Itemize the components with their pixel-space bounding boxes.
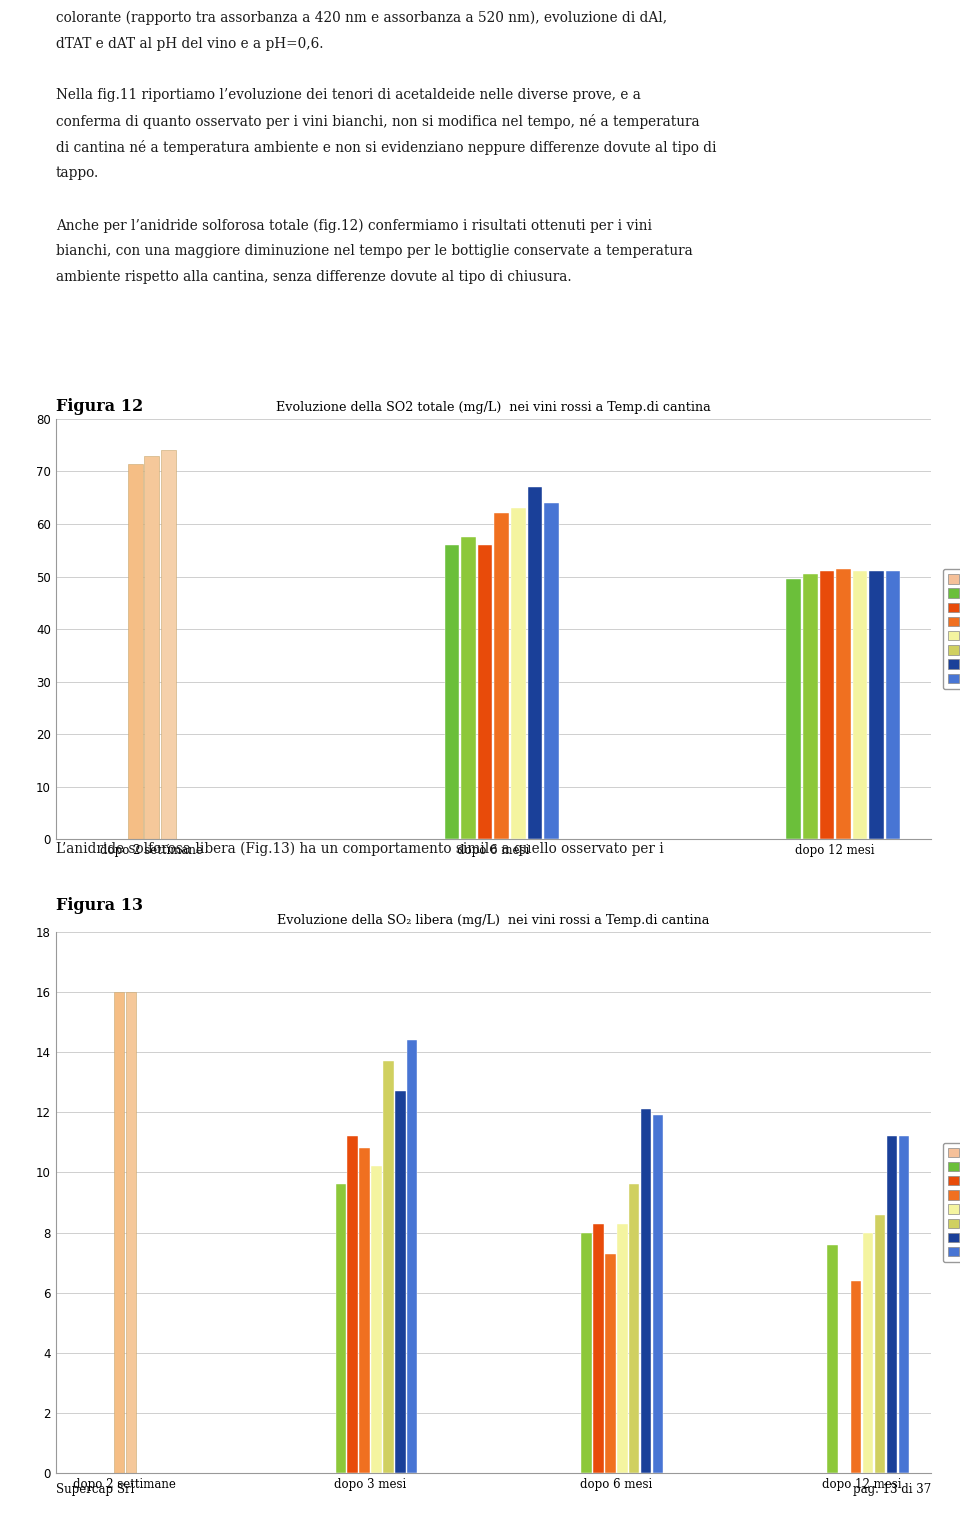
- Text: di cantina né a temperatura ambiente e non si evidenziano neppure differenze dov: di cantina né a temperatura ambiente e n…: [56, 141, 716, 156]
- Text: dTAT e dAT al pH del vino e a pH=0,6.: dTAT e dAT al pH del vino e a pH=0,6.: [56, 37, 324, 50]
- Bar: [145, 456, 159, 839]
- Bar: [161, 451, 176, 839]
- Bar: [494, 514, 509, 839]
- Bar: [828, 1245, 837, 1472]
- Bar: [887, 1136, 897, 1472]
- Bar: [336, 1185, 346, 1472]
- Bar: [786, 579, 801, 839]
- Bar: [899, 1136, 909, 1472]
- Text: Figura 13: Figura 13: [56, 896, 143, 914]
- Bar: [863, 1232, 874, 1472]
- Bar: [593, 1223, 604, 1472]
- Bar: [372, 1167, 382, 1472]
- Bar: [641, 1109, 651, 1472]
- Bar: [605, 1254, 615, 1472]
- Bar: [629, 1185, 639, 1472]
- Bar: [396, 1092, 405, 1472]
- Bar: [407, 1040, 418, 1472]
- Bar: [462, 537, 476, 839]
- Text: Anche per l’anidride solforosa totale (fig.12) confermiamo i risultati ottenuti : Anche per l’anidride solforosa totale (f…: [56, 219, 652, 232]
- Bar: [383, 1061, 394, 1472]
- Bar: [348, 1136, 358, 1472]
- Bar: [617, 1223, 628, 1472]
- Text: conferma di quanto osservato per i vini bianchi, non si modifica nel tempo, né a: conferma di quanto osservato per i vini …: [56, 115, 699, 130]
- Bar: [126, 992, 136, 1472]
- Bar: [444, 544, 459, 839]
- Bar: [128, 463, 142, 839]
- Text: ambiente rispetto alla cantina, senza differenze dovute al tipo di chiusura.: ambiente rispetto alla cantina, senza di…: [56, 271, 571, 284]
- Title: Evoluzione della SO₂ libera (mg/L)  nei vini rossi a Temp.di cantina: Evoluzione della SO₂ libera (mg/L) nei v…: [277, 913, 709, 927]
- Text: Supercap Srl: Supercap Srl: [56, 1483, 134, 1495]
- Bar: [851, 1281, 861, 1472]
- Bar: [544, 503, 559, 839]
- Text: colorante (rapporto tra assorbanza a 420 nm e assorbanza a 520 nm), evoluzione d: colorante (rapporto tra assorbanza a 420…: [56, 11, 667, 24]
- Bar: [359, 1148, 370, 1472]
- Text: Nella fig.11 riportiamo l’evoluzione dei tenori di acetaldeide nelle diverse pro: Nella fig.11 riportiamo l’evoluzione dei…: [56, 89, 640, 102]
- Bar: [803, 573, 818, 839]
- Bar: [113, 992, 124, 1472]
- Bar: [582, 1232, 591, 1472]
- Bar: [653, 1115, 663, 1472]
- Bar: [869, 572, 884, 839]
- Legend: sint. pi.1, sint. pi.2, sint. cor.1, sint. cor.2, sug. pi.1, sug. pi.2, sug. cor: sint. pi.1, sint. pi.2, sint. cor.1, sin…: [943, 1142, 960, 1263]
- Bar: [511, 508, 525, 839]
- Bar: [820, 572, 834, 839]
- Text: L’anidride solforosa libera (Fig.13) ha un comportamento simile a quello osserva: L’anidride solforosa libera (Fig.13) ha …: [56, 842, 663, 856]
- Text: Figura 12: Figura 12: [56, 398, 143, 414]
- Text: tappo.: tappo.: [56, 167, 99, 180]
- Bar: [852, 572, 867, 839]
- Title: Evoluzione della SO2 totale (mg/L)  nei vini rossi a Temp.di cantina: Evoluzione della SO2 totale (mg/L) nei v…: [276, 401, 710, 414]
- Text: bianchi, con una maggiore diminuzione nel tempo per le bottiglie conservate a te: bianchi, con una maggiore diminuzione ne…: [56, 245, 692, 258]
- Bar: [875, 1214, 885, 1472]
- Bar: [528, 488, 542, 839]
- Bar: [478, 544, 492, 839]
- Bar: [836, 569, 851, 839]
- Bar: [886, 572, 900, 839]
- Legend: sint. pi.1, sint. pi.2, sint. cor.1, sint. cor.2, sug. pi.1, sug. pi.2, sug. cor: sint. pi.1, sint. pi.2, sint. cor.1, sin…: [943, 569, 960, 690]
- Text: pag. 13 di 37: pag. 13 di 37: [852, 1483, 931, 1495]
